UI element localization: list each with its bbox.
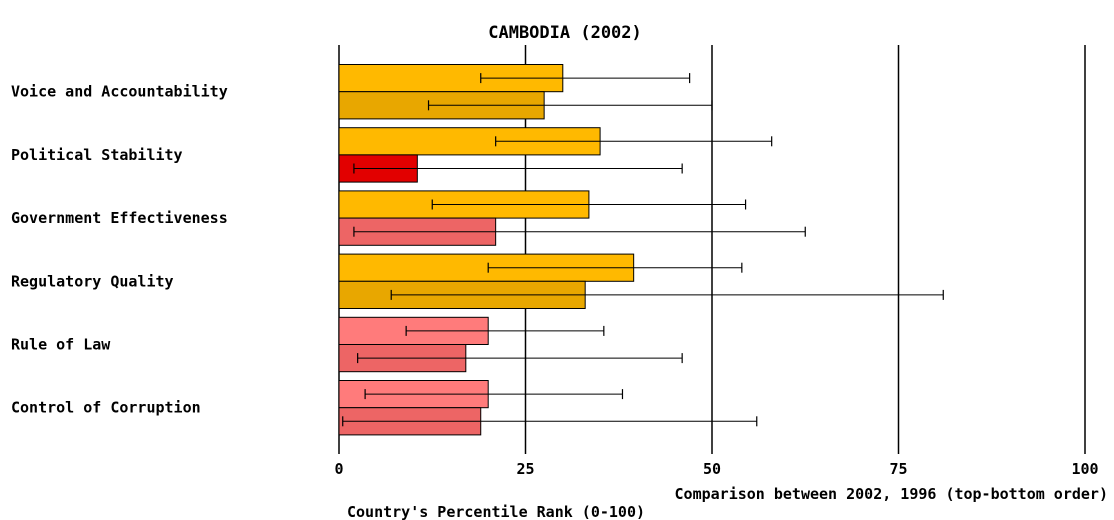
tick-label: 25 xyxy=(516,460,534,478)
tick-label: 0 xyxy=(334,460,343,478)
category-labels: Voice and Accountability Political Stabil… xyxy=(11,83,228,417)
chart-title: CAMBODIA (2002) xyxy=(488,23,642,43)
x-axis: 0 25 50 75 100 xyxy=(334,448,1099,478)
tick-label: 50 xyxy=(703,460,721,478)
x-axis-label-line1: Comparison between 2002, 1996 (top-botto… xyxy=(675,485,1108,503)
category-label: Voice and Accountability xyxy=(11,83,228,101)
bars xyxy=(338,64,635,436)
error-bars xyxy=(342,73,944,427)
category-label: Political Stability xyxy=(11,146,183,164)
category-label: Rule of Law xyxy=(11,336,111,354)
category-label: Government Effectiveness xyxy=(11,209,228,227)
category-label: Regulatory Quality xyxy=(11,272,174,290)
tick-label: 100 xyxy=(1071,460,1098,478)
tick-label: 75 xyxy=(889,460,907,478)
x-axis-label-line2: Country's Percentile Rank (0-100) xyxy=(347,503,645,520)
category-label: Control of Corruption xyxy=(11,399,201,417)
